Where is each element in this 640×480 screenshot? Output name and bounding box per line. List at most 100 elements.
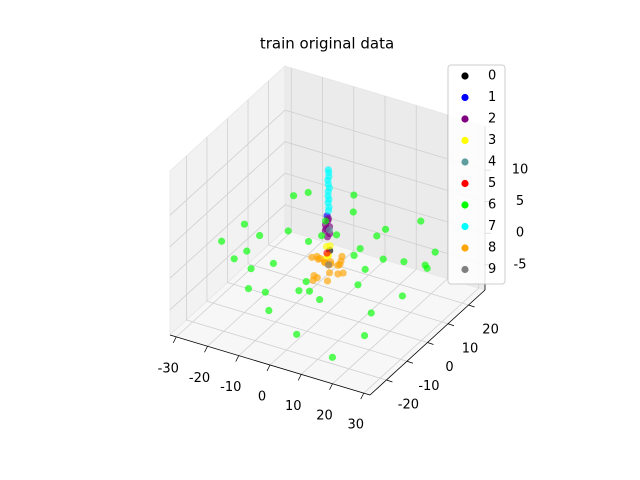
tick-mark bbox=[172, 336, 177, 344]
legend-marker bbox=[461, 179, 469, 188]
point bbox=[240, 220, 249, 228]
z-tick-label: -5 bbox=[514, 257, 527, 272]
point bbox=[328, 353, 337, 361]
legend-label: 6 bbox=[488, 198, 496, 213]
tick-mark bbox=[360, 392, 365, 400]
tick-mark bbox=[266, 364, 271, 372]
tick-mark bbox=[386, 379, 393, 383]
point bbox=[218, 237, 226, 245]
grid-line bbox=[169, 172, 286, 279]
point bbox=[247, 265, 255, 273]
point bbox=[325, 269, 334, 277]
legend-marker bbox=[461, 201, 469, 209]
point bbox=[361, 265, 369, 273]
legend-label: 4 bbox=[488, 155, 496, 170]
tick-mark bbox=[406, 360, 414, 364]
grid-line bbox=[206, 300, 408, 362]
z-tick-label: 10 bbox=[512, 163, 529, 178]
y-tick-label: -10 bbox=[418, 379, 439, 394]
y-tick-label: 10 bbox=[462, 341, 479, 356]
legend-marker bbox=[461, 244, 469, 252]
grid-line bbox=[169, 204, 286, 311]
legend-marker bbox=[461, 222, 469, 231]
legend-label: 1 bbox=[488, 90, 496, 105]
x-tick-label: 10 bbox=[285, 399, 302, 414]
tick-mark bbox=[468, 304, 475, 308]
point bbox=[256, 231, 264, 240]
grid-line bbox=[247, 263, 449, 325]
point bbox=[332, 231, 341, 239]
point bbox=[398, 292, 407, 300]
point bbox=[356, 244, 364, 253]
point bbox=[324, 261, 333, 269]
point bbox=[367, 309, 375, 317]
point bbox=[284, 227, 292, 235]
point bbox=[324, 166, 332, 174]
x-axis-line bbox=[169, 334, 371, 396]
point bbox=[431, 248, 439, 256]
point bbox=[265, 306, 273, 315]
y-axis-line bbox=[369, 289, 486, 396]
grid-line bbox=[186, 319, 387, 381]
tick-mark bbox=[204, 346, 208, 353]
point bbox=[379, 255, 387, 263]
legend-label: 8 bbox=[488, 241, 496, 256]
x-tick-label: 0 bbox=[258, 390, 266, 405]
x-tick-label: -10 bbox=[220, 380, 241, 395]
legend-marker bbox=[461, 158, 469, 166]
point bbox=[304, 237, 313, 246]
grid-line bbox=[169, 141, 286, 247]
grid-line bbox=[169, 109, 286, 216]
point bbox=[313, 274, 321, 282]
point bbox=[323, 249, 331, 257]
point bbox=[244, 285, 253, 293]
point bbox=[421, 261, 429, 269]
z-tick-label: 5 bbox=[516, 194, 524, 209]
point bbox=[323, 277, 332, 285]
legend-marker bbox=[461, 115, 469, 123]
legend-label: 0 bbox=[488, 69, 496, 84]
point bbox=[230, 255, 238, 263]
tick-mark bbox=[235, 355, 240, 362]
point bbox=[417, 217, 425, 225]
legend-marker bbox=[461, 136, 469, 145]
x-tick-label: 20 bbox=[316, 408, 333, 423]
point bbox=[289, 192, 298, 200]
point bbox=[316, 295, 324, 304]
legend-label: 9 bbox=[488, 262, 496, 277]
point bbox=[261, 288, 269, 296]
y-tick-label: 20 bbox=[482, 323, 499, 338]
point bbox=[334, 261, 342, 269]
point bbox=[373, 232, 381, 240]
point bbox=[381, 225, 390, 233]
point bbox=[350, 251, 358, 259]
point bbox=[325, 226, 334, 234]
tick-mark bbox=[329, 383, 333, 390]
y-tick-label: -20 bbox=[398, 398, 419, 413]
point bbox=[321, 217, 330, 225]
point bbox=[349, 208, 357, 216]
legend-marker bbox=[461, 72, 469, 80]
legend-label: 5 bbox=[488, 176, 496, 191]
point bbox=[326, 242, 334, 250]
point bbox=[243, 247, 251, 255]
point bbox=[305, 287, 314, 295]
point bbox=[293, 330, 301, 338]
point bbox=[295, 287, 303, 295]
grid-line bbox=[268, 244, 469, 306]
x-tick-label: 30 bbox=[347, 418, 364, 433]
legend-box bbox=[447, 64, 506, 285]
chart-title: train original data bbox=[260, 35, 394, 53]
point bbox=[269, 259, 277, 268]
tick-mark bbox=[447, 323, 455, 327]
point bbox=[350, 191, 358, 199]
legend-marker bbox=[461, 265, 469, 274]
legend-label: 2 bbox=[488, 112, 496, 127]
point bbox=[304, 188, 312, 197]
x-tick-label: -30 bbox=[158, 361, 179, 376]
point bbox=[339, 269, 347, 277]
point bbox=[302, 277, 310, 286]
point bbox=[308, 253, 316, 261]
point bbox=[354, 281, 362, 289]
